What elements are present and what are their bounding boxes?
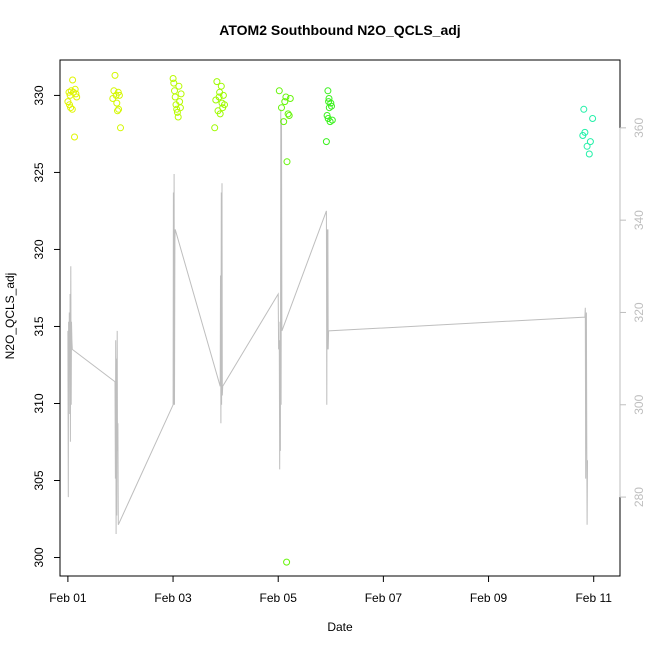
scatter-point	[177, 90, 185, 98]
scatter-point	[583, 142, 591, 150]
scatter-point	[328, 102, 335, 110]
scatter-point	[176, 104, 184, 112]
x-tick-label: Feb 03	[154, 591, 192, 605]
scatter-point	[328, 116, 336, 124]
y-tick-right-label: 340	[632, 210, 646, 230]
scatter-point	[174, 113, 182, 121]
scatter-point	[284, 110, 292, 118]
y-tick-left-label: 330	[32, 85, 46, 105]
x-tick-label: Feb 01	[49, 591, 87, 605]
x-axis: Feb 01 Feb 03 Feb 05 Feb 07 Feb 09 Feb 11	[49, 575, 612, 605]
scatter-point	[216, 110, 224, 118]
y-tick-left-label: 300	[32, 547, 46, 567]
scatter-point	[217, 82, 225, 90]
y-tick-right-label: 300	[632, 394, 646, 414]
scatter-point	[111, 71, 119, 79]
scatter-point	[213, 78, 221, 86]
scatter-point	[275, 87, 283, 95]
scatter-points-group	[64, 71, 597, 566]
scatter-point	[211, 124, 219, 132]
scatter-point	[71, 133, 78, 141]
scatter-point	[72, 90, 80, 98]
scatter-point	[280, 118, 288, 126]
scatter-point	[285, 112, 293, 119]
scatter-point	[586, 138, 594, 146]
scatter-point	[170, 79, 178, 87]
y-axis-left: 300 305 310 315 320 325 330	[32, 85, 61, 568]
plot-frame	[59, 59, 621, 577]
x-axis-label: Date	[327, 620, 353, 634]
y-tick-right-label: 360	[632, 118, 646, 138]
scatter-point	[589, 115, 597, 122]
scatter-point	[221, 101, 228, 109]
scatter-point	[323, 112, 331, 119]
y-axis-label: N2O_QCLS_adj	[3, 273, 17, 360]
scatter-point	[73, 93, 81, 101]
x-tick-label: Feb 05	[260, 591, 298, 605]
scatter-point	[114, 88, 122, 96]
scatter-point	[325, 95, 333, 102]
line-series-group	[67, 109, 588, 535]
y-tick-right-label: 320	[632, 302, 646, 322]
scatter-point	[580, 105, 588, 113]
scatter-point	[327, 99, 335, 107]
scatter-point	[286, 95, 294, 102]
scatter-point	[324, 115, 332, 122]
scatter-point	[278, 104, 285, 112]
y-tick-left-label: 310	[32, 393, 46, 413]
scatter-point	[114, 107, 121, 115]
scatter-point	[581, 128, 589, 136]
scatter-point	[216, 88, 224, 96]
x-tick-label: Feb 11	[575, 591, 612, 605]
y-tick-left-label: 320	[32, 239, 46, 259]
y-tick-left-label: 315	[32, 316, 46, 336]
scatter-point	[175, 82, 183, 90]
scatter-point	[171, 93, 179, 101]
scatter-point	[324, 87, 332, 95]
scatter-point	[115, 91, 123, 99]
scatter-point	[68, 105, 76, 113]
scatter-point	[282, 93, 290, 101]
scatter-point	[169, 75, 177, 82]
y-tick-left-label: 305	[32, 470, 46, 490]
y-tick-left-label: 325	[32, 162, 46, 182]
scatter-point	[71, 85, 79, 93]
scatter-point	[67, 104, 75, 112]
scatter-point	[115, 105, 123, 113]
line-series	[67, 109, 588, 535]
scatter-point	[283, 158, 291, 166]
scatter-point	[585, 150, 593, 158]
y-tick-right-label: 280	[632, 487, 646, 507]
scatter-point	[281, 98, 289, 106]
scatter-point	[283, 558, 291, 566]
x-tick-label: Feb 09	[470, 591, 508, 605]
scatter-point	[173, 105, 181, 113]
y-axis-right: 280 300 320 340 360	[619, 118, 646, 507]
scatter-point	[215, 93, 223, 101]
scatter-point	[322, 138, 330, 146]
x-tick-label: Feb 07	[365, 591, 403, 605]
chart-title: ATOM2 Southbound N2O_QCLS_adj	[219, 22, 460, 38]
scatter-point	[113, 99, 121, 107]
scatter-point	[117, 124, 124, 132]
scatter-point	[69, 76, 77, 84]
